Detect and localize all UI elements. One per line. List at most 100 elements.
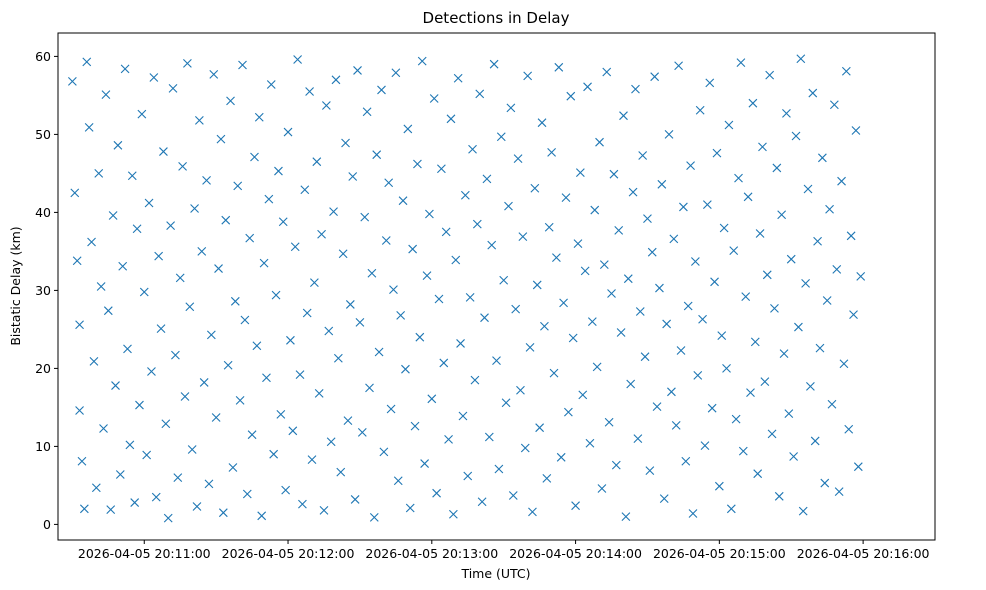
x-tick-label-0: 2026-04-05 20:11:00	[78, 546, 211, 561]
detection-point-244	[650, 72, 660, 82]
detection-point-296	[774, 491, 784, 501]
detection-point-129	[374, 347, 384, 357]
detection-point-29	[135, 400, 144, 410]
detection-point-247	[657, 179, 667, 189]
x-tick-label-4: 2026-04-05 20:15:00	[653, 546, 786, 561]
y-tick-label-3: 30	[35, 283, 51, 298]
detection-point-121	[355, 317, 365, 327]
detection-point-111	[331, 75, 341, 85]
detection-point-198	[540, 321, 549, 331]
detection-point-184	[506, 103, 516, 113]
x-tick-label-1: 2026-04-05 20:12:00	[222, 546, 355, 561]
detection-point-94	[290, 242, 300, 252]
detection-point-294	[770, 303, 779, 313]
detection-point-146	[415, 332, 425, 342]
detection-point-152	[429, 94, 439, 103]
x-axis-label: Time (UTC)	[460, 566, 530, 581]
detection-point-311	[810, 436, 820, 446]
detection-point-142	[405, 503, 415, 513]
detection-point-23	[120, 64, 130, 74]
detection-point-131	[379, 447, 389, 457]
scatter-markers	[67, 54, 866, 523]
detection-point-151	[427, 394, 437, 404]
detection-point-259	[686, 161, 695, 170]
detection-point-200	[544, 222, 554, 232]
detection-point-108	[324, 326, 334, 336]
detection-point-116	[343, 416, 353, 426]
detection-point-283	[743, 192, 753, 202]
detection-point-148	[420, 459, 430, 468]
detection-point-16	[103, 306, 113, 316]
detection-point-324	[841, 66, 851, 76]
detection-point-32	[142, 450, 152, 460]
detection-point-66	[223, 360, 233, 370]
detection-point-21	[115, 470, 125, 479]
detection-point-278	[731, 414, 741, 424]
detection-point-195	[532, 280, 542, 290]
detection-point-303	[791, 131, 801, 141]
detection-point-299	[782, 108, 791, 118]
detection-point-93	[288, 426, 298, 436]
detection-point-163	[456, 339, 465, 348]
detection-point-180	[496, 132, 506, 142]
detection-point-242	[645, 466, 655, 475]
detection-point-147	[417, 56, 427, 66]
detection-point-285	[748, 98, 758, 108]
detection-point-249	[662, 319, 672, 329]
detection-point-117	[345, 300, 355, 309]
detection-point-310	[808, 88, 818, 98]
detection-point-330	[856, 271, 866, 281]
detection-point-183	[504, 201, 513, 211]
detection-point-12	[94, 169, 104, 178]
detection-point-239	[638, 151, 648, 160]
detection-point-137	[393, 476, 403, 486]
detection-point-164	[458, 411, 468, 421]
detection-point-314	[817, 153, 827, 163]
detection-point-123	[360, 212, 370, 222]
detection-point-51	[187, 445, 197, 454]
detection-point-42	[166, 221, 176, 231]
detection-point-6	[79, 504, 89, 514]
detection-point-267	[705, 78, 715, 88]
detection-point-132	[381, 236, 391, 245]
detection-point-140	[401, 364, 410, 374]
detection-point-122	[357, 427, 367, 437]
detection-point-127	[369, 512, 379, 522]
detection-point-28	[132, 224, 142, 234]
detection-point-13	[96, 282, 106, 291]
detection-point-20	[113, 140, 123, 150]
detection-point-322	[837, 176, 846, 186]
detection-point-107	[321, 101, 331, 110]
detection-point-312	[813, 236, 822, 246]
detection-point-160	[448, 509, 458, 519]
detection-point-197	[537, 118, 547, 128]
detection-point-233	[623, 274, 633, 284]
detection-point-196	[535, 423, 545, 433]
detection-point-274	[722, 364, 731, 373]
detection-point-89	[278, 217, 288, 227]
x-axis-ticks: 2026-04-05 20:11:00 2026-04-05 20:12:00 20…	[78, 540, 930, 561]
detection-point-92	[286, 335, 295, 345]
detection-point-18	[108, 211, 118, 220]
detection-point-69	[230, 296, 240, 306]
detection-point-189	[518, 232, 528, 241]
detection-point-210	[568, 333, 578, 343]
detection-point-199	[542, 473, 552, 483]
detection-point-40	[161, 419, 171, 429]
detection-point-188	[516, 385, 525, 395]
detection-point-236	[631, 84, 640, 94]
detection-point-143	[408, 244, 418, 254]
detection-point-64	[218, 508, 228, 518]
detection-point-22	[118, 261, 128, 271]
detection-point-288	[755, 229, 765, 238]
detection-point-86	[271, 290, 281, 300]
detection-point-11	[91, 483, 101, 493]
detection-point-135	[389, 285, 398, 295]
detection-point-190	[520, 443, 530, 453]
detection-point-85	[269, 449, 279, 459]
detection-point-7	[82, 57, 92, 67]
detection-point-231	[619, 111, 628, 121]
detection-point-181	[499, 275, 509, 285]
detection-point-67	[226, 96, 235, 106]
